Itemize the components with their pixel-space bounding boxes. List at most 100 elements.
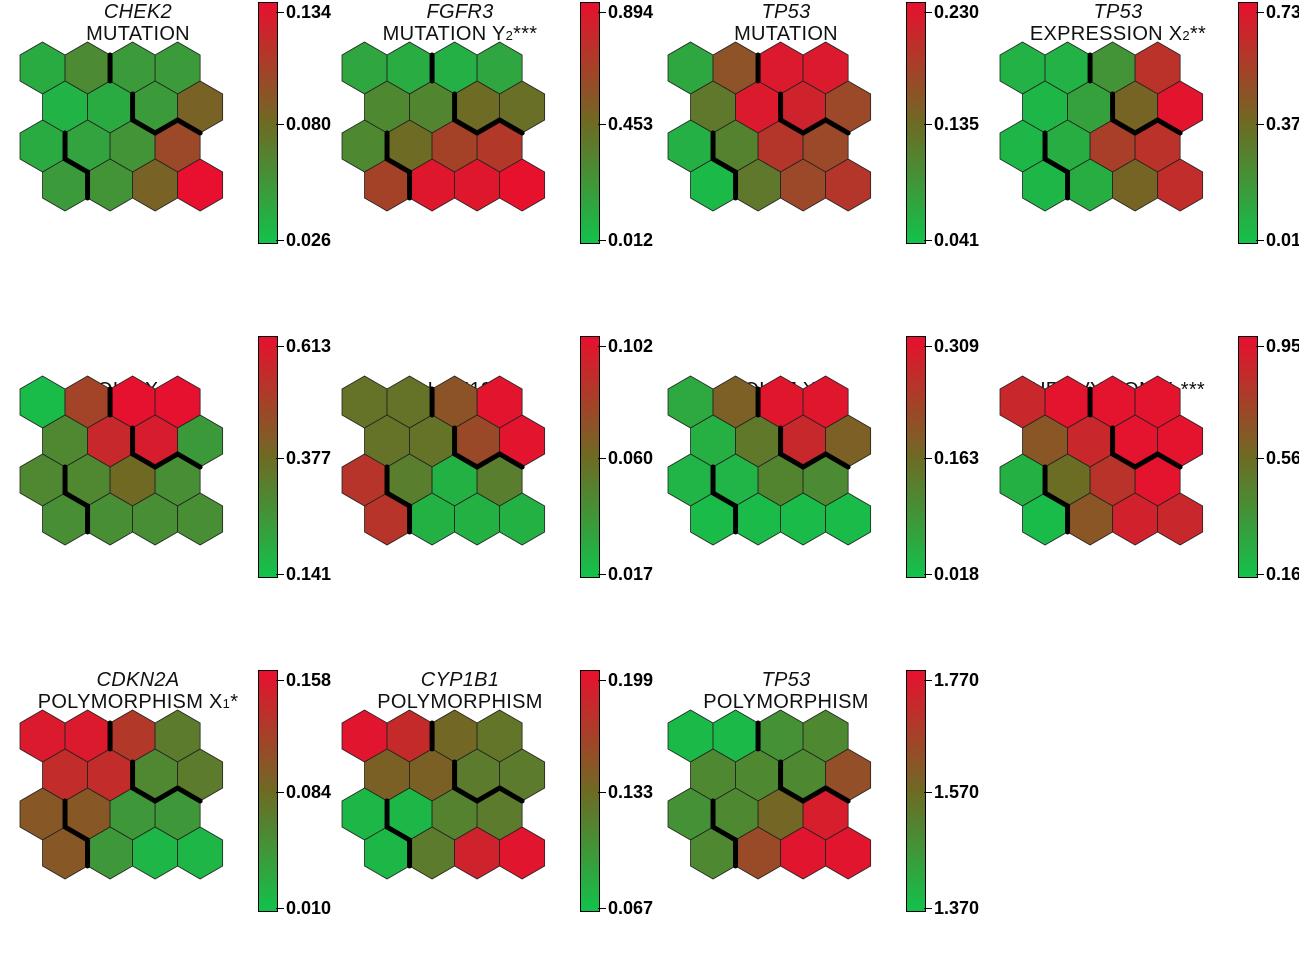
colorbar-tick-label: 0.041 (934, 230, 980, 250)
cluster-boundary (710, 824, 739, 843)
cluster-boundary (62, 156, 91, 175)
cluster-boundary (452, 785, 480, 804)
cluster-boundary (1110, 451, 1138, 470)
colorbar-tick-label: 0.377 (286, 448, 332, 468)
panel-title: TP53 MUTATION (666, 0, 906, 46)
colorbar-tick (598, 792, 606, 793)
colorbar-tick-label: 0.894 (608, 2, 654, 22)
cluster-boundary (823, 117, 851, 136)
colorbar-tick-label: 0.158 (286, 670, 332, 690)
colorbar-tick (924, 346, 932, 347)
cluster-boundary (474, 785, 503, 804)
cluster-boundary (497, 451, 525, 470)
gene-name: FGFR3 (426, 1, 494, 23)
cluster-boundary (1132, 451, 1161, 470)
colorbar-tick (276, 792, 284, 793)
colorbar (580, 670, 600, 912)
cluster-boundary (778, 785, 806, 804)
colorbar-tick (598, 908, 606, 909)
colorbar-tick-label: 0.169 (1266, 564, 1299, 584)
colorbar-tick-label: 0.012 (1266, 230, 1299, 250)
cluster-boundary (152, 785, 181, 804)
colorbar-tick (924, 574, 932, 575)
colorbar-tick-label: 0.080 (286, 114, 332, 134)
colorbar-tick (1256, 574, 1264, 575)
som-hexagon-map (341, 709, 546, 880)
panel-title: CDKN2A POLYMORPHISM X1* (18, 668, 258, 716)
colorbar-tick-label: 0.067 (608, 898, 654, 918)
variable-subscript: 2 (505, 28, 514, 43)
cluster-boundary (823, 451, 851, 470)
component-plane-panel: CDKN2A POLYMORPHISM X1* 0.158 0.084 0.010 (18, 668, 338, 958)
cluster-boundary (1155, 117, 1183, 136)
gene-name: TP53 (761, 1, 811, 23)
colorbar-tick (1256, 346, 1264, 347)
cluster-boundary (800, 117, 829, 136)
som-hexagon-map (19, 375, 224, 546)
colorbar-tick (598, 680, 606, 681)
colorbar-tick-label: 0.163 (934, 448, 980, 468)
colorbar-tick (924, 908, 932, 909)
colorbar (258, 2, 278, 244)
variable-label: EXPRESSION X2** (998, 22, 1238, 48)
colorbar-tick (598, 346, 606, 347)
colorbar-tick-label: 0.141 (286, 564, 332, 584)
component-plane-panel: FGFR3 MUTATION Y2*** 0.894 0.453 0.012 (340, 0, 660, 290)
colorbar-tick-label: 0.012 (608, 230, 654, 250)
cluster-boundary (130, 117, 158, 136)
hex-cell (177, 492, 224, 546)
colorbar-tick (924, 12, 932, 13)
panel-title: TP53 EXPRESSION X2** (998, 0, 1238, 48)
colorbar (906, 670, 926, 912)
hex-cell (1157, 492, 1204, 546)
colorbar-tick-label: 0.018 (934, 564, 980, 584)
colorbar-tick-label: 0.135 (934, 114, 980, 134)
colorbar-tick (1256, 458, 1264, 459)
som-hexagon-map (667, 709, 872, 880)
cluster-boundary (1132, 117, 1161, 136)
colorbar-tick-label: 0.309 (934, 336, 980, 356)
cluster-boundary (152, 451, 181, 470)
cluster-boundary (130, 451, 158, 470)
colorbar (906, 2, 926, 244)
cluster-boundary (175, 785, 203, 804)
hex-cell (825, 826, 872, 880)
variable-label-text: MUTATION Y (382, 23, 506, 45)
colorbar-tick-label: 0.060 (608, 448, 654, 468)
variable-label: POLYMORPHISM X1* (18, 690, 258, 716)
colorbar (1238, 2, 1258, 244)
colorbar-tick-label: 0.954 (1266, 336, 1299, 356)
colorbar-tick (598, 124, 606, 125)
component-plane-panel: UROVYSION X1***0.9540.5610.169 (998, 334, 1299, 624)
colorbar-tick-label: 0.102 (608, 336, 654, 356)
hex-cell (499, 826, 546, 880)
colorbar-tick (1256, 240, 1264, 241)
colorbar-tick-label: 0.738 (1266, 2, 1299, 22)
significance-stars: ** (1189, 23, 1207, 45)
gene-name: CDKN2A (96, 669, 180, 691)
colorbar-tick-label: 0.613 (286, 336, 332, 356)
colorbar-tick (276, 680, 284, 681)
cluster-boundary (384, 156, 413, 175)
colorbar-tick-label: 0.026 (286, 230, 332, 250)
cluster-boundary (710, 490, 739, 509)
colorbar-tick-label: 0.199 (608, 670, 654, 690)
som-hexagon-map (999, 41, 1204, 212)
cluster-boundary (823, 785, 851, 804)
colorbar-tick (924, 792, 932, 793)
cluster-boundary (778, 117, 806, 136)
gene-name: TP53 (761, 669, 811, 691)
variable-subscript: 2 (1182, 28, 1190, 43)
colorbar-tick (276, 574, 284, 575)
colorbar-tick (924, 240, 932, 241)
variable-label: MUTATION Y2*** (340, 22, 580, 48)
gene-name: CHEK2 (103, 1, 173, 23)
cluster-boundary (1042, 156, 1071, 175)
colorbar-tick-label: 1.570 (934, 782, 980, 802)
cluster-boundary (497, 785, 525, 804)
colorbar-tick-label: 0.134 (286, 2, 332, 22)
